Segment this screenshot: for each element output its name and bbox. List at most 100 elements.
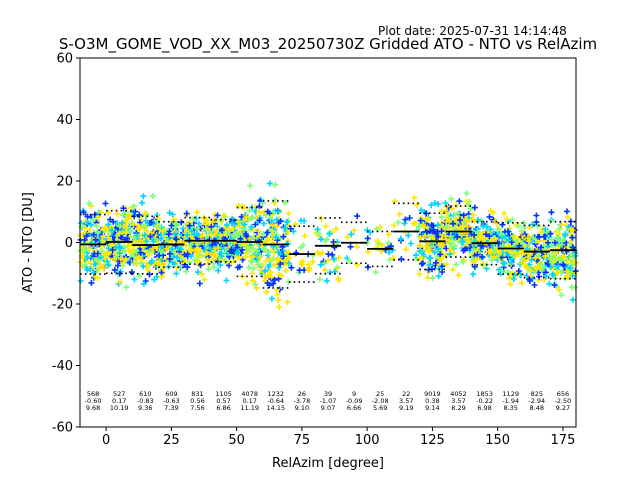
scatter-point [208, 223, 215, 230]
y-tick: 0 [65, 236, 80, 251]
scatter-point [465, 201, 472, 208]
scatter-point [223, 250, 230, 257]
bin-stats: 25-2.085.69 [372, 390, 389, 412]
scatter-point [147, 233, 154, 240]
scatter-point [120, 212, 126, 219]
scatter-point [487, 226, 494, 233]
scatter-point [88, 221, 95, 228]
scatter-point [301, 232, 308, 239]
y-tick: -40 [52, 359, 80, 374]
scatter-point [105, 221, 112, 228]
scatter-point [285, 249, 292, 256]
scatter-point [486, 233, 493, 240]
scatter-point [110, 218, 117, 225]
scatter-point [314, 226, 321, 233]
scatter-point [533, 212, 540, 219]
scatter-point [460, 212, 467, 219]
scatter-point [449, 266, 456, 273]
x-tick-label: 150 [485, 433, 510, 448]
scatter-point [269, 247, 276, 253]
scatter-point [139, 199, 146, 206]
bin-mean-label: -0.22 [476, 397, 493, 405]
scatter-point [548, 259, 555, 266]
scatter-point [438, 214, 445, 221]
scatter-point [270, 262, 277, 269]
scatter-point [288, 264, 295, 271]
scatter-point [292, 221, 299, 228]
scatter-point [168, 222, 175, 229]
scatter-point [273, 256, 280, 263]
scatter-point [547, 264, 554, 271]
scatter-point [166, 255, 173, 262]
scatter-point [170, 253, 177, 260]
scatter-point [281, 258, 288, 265]
axis-ticks: 0 25 50 75 100 125 150 175 -60 -40 -20 0 20 40 60 [52, 52, 576, 449]
scatter-point [486, 213, 493, 220]
scatter-point [275, 249, 282, 255]
scatter-point [184, 251, 191, 258]
scatter-point [253, 285, 260, 292]
scatter-point [122, 230, 129, 237]
scatter-point [284, 219, 291, 225]
scatter-point [97, 254, 104, 261]
scatter-point [259, 262, 266, 269]
bin-count-label: 1853 [476, 390, 493, 398]
scatter-point [564, 214, 571, 221]
x-tick: 150 [485, 427, 510, 448]
scatter-point [284, 299, 291, 306]
scatter-points [77, 180, 579, 311]
scatter-point [190, 215, 197, 222]
y-tick: -20 [52, 298, 80, 313]
scatter-point [114, 262, 121, 269]
bin-count-label: 825 [531, 390, 543, 398]
scatter-point [143, 218, 149, 225]
bin-std-label: 8.48 [530, 404, 544, 412]
bin-std-label: 9.68 [86, 404, 100, 412]
scatter-point [107, 242, 114, 248]
bin-count-label: 39 [324, 390, 332, 398]
y-tick-label: -40 [52, 359, 73, 374]
scatter-point [347, 243, 354, 250]
scatter-point [271, 276, 278, 283]
scatter-point [236, 263, 243, 270]
scatter-point [94, 250, 101, 257]
scatter-point [410, 220, 417, 227]
scatter-point [546, 280, 553, 287]
scatter-point [246, 182, 253, 189]
scatter-point [326, 230, 333, 237]
scatter-point [335, 254, 342, 261]
scatter-point [374, 238, 381, 245]
scatter-point [305, 267, 312, 274]
scatter-point [448, 195, 455, 202]
scatter-point [531, 282, 538, 288]
scatter-point [519, 240, 526, 247]
x-tick: 0 [102, 427, 110, 448]
scatter-point [183, 268, 190, 275]
scatter-point [248, 224, 255, 231]
scatter-point [166, 250, 173, 257]
scatter-point [403, 246, 410, 253]
x-tick-label: 25 [163, 433, 180, 448]
scatter-point [204, 233, 211, 240]
scatter-point [130, 221, 137, 228]
scatter-point [476, 236, 482, 243]
scatter-point [373, 226, 380, 233]
scatter-point [99, 248, 106, 255]
scatter-point [250, 265, 257, 272]
scatter-point [242, 231, 249, 237]
y-tick-label: 40 [56, 113, 73, 128]
scatter-point [90, 216, 96, 223]
scatter-point [84, 219, 91, 225]
scatter-point [136, 211, 143, 218]
scatter-point [567, 218, 574, 225]
scatter-point [79, 255, 86, 262]
scatter-point [511, 233, 518, 240]
scatter-point [554, 269, 560, 276]
plot-date: Plot date: 2025-07-31 14:14:48 [378, 24, 567, 38]
scatter-point [254, 248, 261, 255]
y-tick: -60 [52, 421, 80, 436]
scatter-point [196, 220, 202, 227]
y-tick: 40 [56, 113, 80, 128]
scatter-point [435, 233, 442, 240]
